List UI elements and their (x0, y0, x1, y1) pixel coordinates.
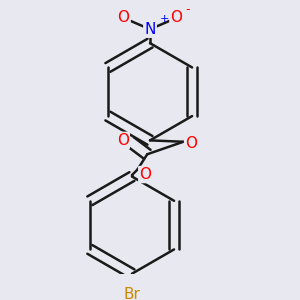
Text: O: O (118, 10, 130, 25)
Text: Br: Br (124, 286, 140, 300)
Text: O: O (117, 133, 129, 148)
Text: -: - (186, 3, 190, 16)
Text: O: O (139, 167, 151, 182)
Text: O: O (170, 10, 182, 25)
Text: N: N (144, 22, 156, 37)
Text: O: O (185, 136, 197, 151)
Text: +: + (160, 14, 169, 24)
